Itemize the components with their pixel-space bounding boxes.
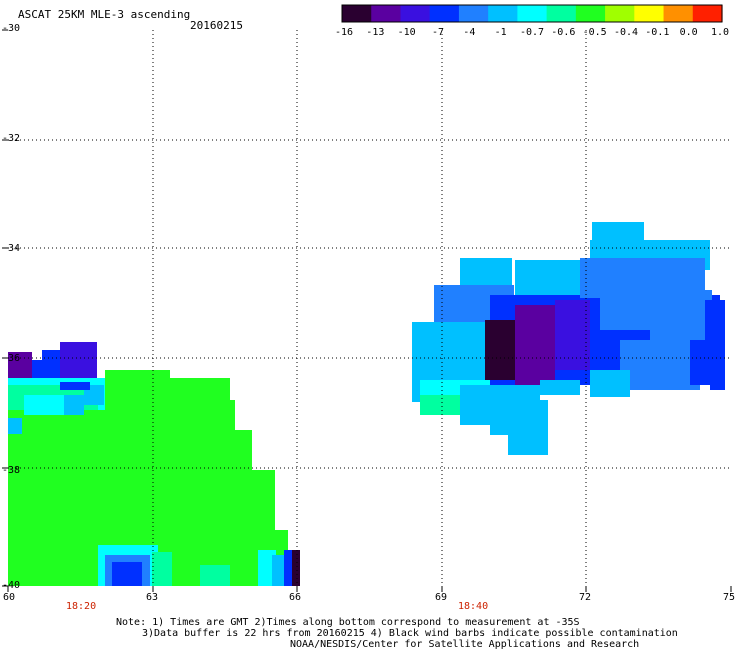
swath-pixel [112, 562, 142, 586]
swath-pixel [272, 555, 284, 586]
y-tick-label: -38 [2, 465, 21, 476]
y-tick-label: -32 [2, 133, 21, 144]
colorbar-segment [692, 5, 723, 22]
swath-pixel [540, 380, 580, 395]
x-tick-label: 63 [146, 592, 159, 603]
swath-pixel [292, 550, 300, 586]
colorbar-segment [371, 5, 402, 22]
colorbar-border [341, 4, 723, 23]
colorbar-label: -16 [334, 27, 354, 38]
colorbar-segment [342, 5, 372, 22]
map-title: ASCAT 25KM MLE-3 ascending [18, 8, 191, 21]
colorbar-segment [634, 5, 665, 22]
colorbar-segment [546, 5, 577, 22]
swath-pixel [232, 430, 252, 530]
swath-pixel [250, 470, 275, 530]
note-line-3: NOAA/NESDIS/Center for Satellite Applica… [290, 639, 640, 650]
swath-pixel [508, 400, 548, 455]
swath-pixel [485, 320, 520, 380]
swath-pixel [515, 305, 555, 385]
y-tick-label: -30 [2, 23, 21, 34]
note-line-2: 3)Data buffer is 22 hrs from 20160215 4)… [142, 628, 678, 639]
colorbar-label: -1 [494, 27, 507, 38]
swath-pixel [200, 565, 230, 586]
swath-pixel [64, 395, 84, 415]
swath-pixel [8, 418, 22, 434]
swath-pixel [230, 400, 235, 430]
x-tick-label: 72 [579, 592, 592, 603]
swath-pixel [284, 550, 292, 586]
swath-pixel [620, 340, 700, 390]
swath-pixel [24, 395, 64, 415]
swath-pixel [710, 340, 725, 390]
colorbar-label: -13 [366, 27, 385, 38]
x-tick-label: 75 [723, 592, 736, 603]
swath-pixel [105, 370, 170, 410]
x-tick-label: 69 [435, 592, 448, 603]
colorbar-segment [458, 5, 489, 22]
colorbar-label: -0.6 [551, 27, 576, 38]
colorbar-label: -0.7 [519, 27, 545, 38]
swath-pixel [42, 350, 60, 380]
swath-pixel [60, 382, 90, 390]
x-tick-label: 66 [289, 592, 302, 603]
swath-pixel [258, 550, 276, 586]
x-tick-label: 60 [3, 592, 16, 603]
y-tick-label: -40 [2, 580, 21, 591]
colorbar-label: -7 [431, 27, 445, 38]
swath-pixel [152, 552, 172, 586]
colorbar-segment [429, 5, 460, 22]
time-label: 18:20 [66, 601, 97, 612]
colorbar-segment [400, 5, 431, 22]
time-label: 18:40 [458, 601, 489, 612]
colorbar-label: 1.0 [710, 27, 730, 38]
swath-pixel [420, 395, 460, 415]
data-swaths [8, 222, 725, 586]
colorbar-segment [575, 5, 606, 22]
swath-pixel [8, 410, 233, 550]
swath-pixel [650, 290, 705, 340]
plot-frame [2, 29, 732, 592]
swath-pixel [60, 342, 97, 382]
note-line-1: Note: 1) Times are GMT 2)Times along bot… [116, 617, 580, 628]
map-date: 20160215 [190, 19, 243, 32]
colorbar-label: 0.0 [679, 27, 698, 38]
y-tick-label: -34 [2, 243, 21, 254]
swath-pixel [590, 370, 630, 397]
swath-pixel [555, 300, 590, 370]
colorbar-label: -10 [397, 27, 416, 38]
swath-pixel [188, 378, 228, 408]
colorbar-label: -0.5 [582, 27, 607, 38]
colorbar-segment [663, 5, 694, 22]
colorbar-label: -0.1 [645, 27, 670, 38]
colorbar-segment [605, 5, 635, 22]
swath-pixel [32, 360, 42, 385]
grid-lines [8, 30, 731, 586]
colorbar-segment [488, 5, 518, 22]
swath-pixel [515, 260, 590, 300]
colorbar-label: -0.4 [613, 27, 639, 38]
colorbar-label: -4 [463, 27, 476, 38]
colorbar [341, 4, 723, 23]
y-tick-label: -36 [2, 353, 21, 364]
colorbar-segment [517, 5, 548, 22]
